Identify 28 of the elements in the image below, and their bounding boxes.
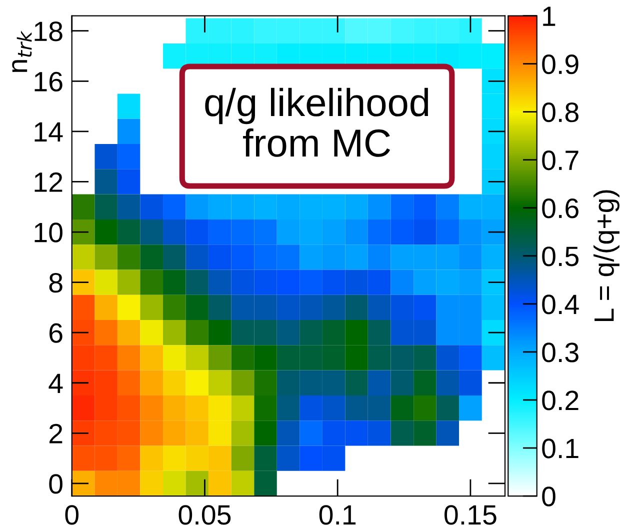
color-bar-label: 0.4	[542, 294, 579, 314]
color-bar-label: 1	[543, 6, 556, 26]
y-tick-label: 14	[34, 122, 63, 142]
color-bar-label: 0.6	[542, 198, 578, 218]
y-tick-label: 4	[48, 374, 63, 393]
x-tick-label: 0.1	[319, 505, 356, 525]
y-tick-label: 18	[34, 22, 62, 42]
y-tick-label: 8	[49, 272, 62, 293]
x-tick-label: 0	[65, 505, 79, 525]
color-bar-title: L = q/(q+g)	[594, 190, 620, 322]
y-tick-label: 6	[50, 323, 62, 343]
annotation: q/g likelihood from MC	[205, 88, 428, 157]
y-tick-label: 10	[34, 222, 62, 242]
y-tick-label: 16	[34, 72, 62, 92]
y-tick-label: 2	[49, 424, 62, 444]
color-bar-label: 0.8	[542, 102, 578, 122]
color-bar-label: 0.7	[542, 150, 578, 170]
y-tick-label: 12	[34, 172, 62, 192]
color-bar-label: 0.5	[542, 246, 578, 266]
y-tick-label: 0	[49, 474, 62, 494]
x-tick-label: 0.05	[178, 505, 231, 525]
color-bar-label: 0.2	[542, 390, 578, 410]
color-bar-label: 0	[542, 486, 556, 506]
color-bar-label: 0.9	[542, 54, 578, 74]
color-bar-label: 0.3	[542, 342, 578, 362]
x-tick-label: 0.15	[444, 505, 496, 525]
color-bar-label: 0.1	[542, 438, 578, 458]
y-axis-title: n$_{trk}$	[12, 30, 32, 72]
